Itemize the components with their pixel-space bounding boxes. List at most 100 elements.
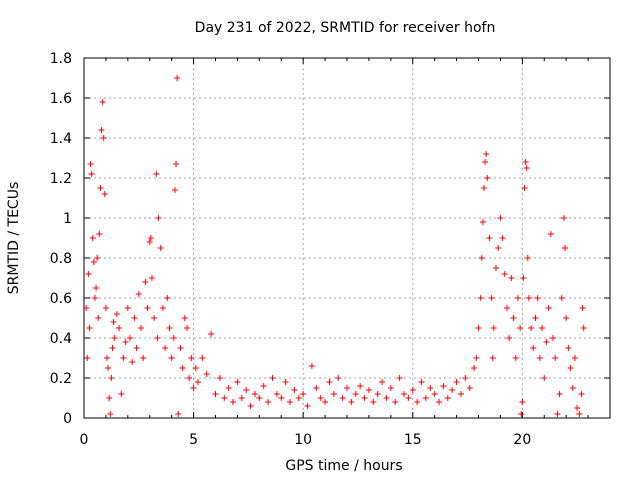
- data-point: [344, 385, 350, 391]
- data-point: [133, 345, 140, 351]
- data-point: [530, 345, 537, 351]
- data-point: [365, 387, 372, 393]
- data-point: [579, 305, 586, 311]
- data-point: [541, 375, 548, 381]
- axis-ticks: 0 0.2 0.4 0.6 0.8 1 1.2 1.4 1.6 1.8 0 5 10 15 20: [50, 51, 610, 448]
- data-point: [313, 385, 320, 391]
- data-point: [155, 215, 162, 221]
- y-tick-label: 1.8: [50, 51, 72, 67]
- data-point: [120, 355, 127, 361]
- data-point: [83, 305, 90, 311]
- data-point: [335, 375, 342, 381]
- data-point: [475, 325, 482, 331]
- data-point: [483, 151, 490, 157]
- data-point: [387, 385, 394, 391]
- data-point: [519, 399, 526, 405]
- data-point: [449, 387, 456, 393]
- data-point: [565, 345, 572, 351]
- data-point: [348, 399, 355, 405]
- plot-frame: [83, 57, 611, 419]
- data-point: [524, 255, 531, 261]
- data-point: [554, 411, 561, 417]
- data-point: [84, 355, 91, 361]
- data-point: [484, 175, 491, 181]
- data-point: [479, 219, 486, 225]
- data-point: [578, 391, 585, 397]
- data-point: [480, 185, 487, 191]
- y-tick-label: 0: [63, 411, 72, 427]
- data-point: [97, 185, 104, 191]
- data-point: [436, 399, 443, 405]
- data-point: [563, 315, 570, 321]
- data-point: [534, 295, 541, 301]
- data-point: [87, 161, 94, 167]
- data-point: [422, 395, 429, 401]
- data-point: [396, 375, 403, 381]
- data-point: [518, 411, 525, 417]
- x-tick-label: 5: [189, 432, 198, 448]
- data-point: [168, 355, 175, 361]
- data-point: [238, 395, 245, 401]
- data-point: [269, 375, 276, 381]
- data-point: [478, 255, 485, 261]
- data-point: [225, 385, 232, 391]
- x-tick-label: 10: [294, 432, 312, 448]
- data-point: [106, 395, 113, 401]
- data-point: [181, 315, 188, 321]
- data-point: [137, 325, 144, 331]
- data-point: [144, 305, 151, 311]
- data-point: [118, 391, 125, 397]
- data-point: [440, 383, 447, 389]
- data-point: [108, 375, 115, 381]
- data-point: [400, 391, 407, 397]
- data-point: [495, 245, 502, 251]
- data-point: [497, 215, 504, 221]
- data-point: [427, 385, 434, 391]
- data-point: [94, 255, 101, 261]
- data-point: [159, 305, 166, 311]
- data-point: [95, 315, 102, 321]
- data-point: [486, 235, 493, 241]
- data-point: [107, 411, 114, 417]
- data-point: [370, 399, 377, 405]
- data-point: [88, 171, 95, 177]
- data-point: [543, 339, 550, 345]
- data-point: [164, 295, 171, 301]
- data-point: [503, 305, 510, 311]
- y-tick-label: 0.8: [50, 251, 72, 267]
- data-point: [560, 215, 567, 221]
- data-point: [522, 159, 529, 165]
- data-point: [361, 395, 368, 401]
- data-point: [90, 259, 97, 265]
- data-point: [93, 285, 100, 291]
- data-point: [199, 355, 206, 361]
- data-point: [146, 239, 153, 245]
- y-tick-label: 1.6: [50, 91, 72, 107]
- data-point: [482, 159, 489, 165]
- data-point: [86, 325, 93, 331]
- data-point: [96, 231, 103, 237]
- data-point: [506, 335, 513, 341]
- data-point: [556, 391, 563, 397]
- data-point: [175, 411, 182, 417]
- data-point: [89, 235, 96, 241]
- data-point: [532, 315, 539, 321]
- data-point: [104, 355, 111, 361]
- data-point: [142, 279, 149, 285]
- data-point: [379, 379, 386, 385]
- data-point: [304, 403, 311, 409]
- data-point: [567, 365, 574, 371]
- data-point: [203, 371, 210, 377]
- data-point: [326, 379, 333, 385]
- y-tick-label: 0.2: [50, 371, 72, 387]
- data-point: [471, 365, 478, 371]
- data-point: [514, 295, 521, 301]
- y-tick-label: 0.4: [50, 331, 72, 347]
- data-point: [501, 271, 508, 277]
- grid: [84, 58, 610, 418]
- data-point: [517, 325, 524, 331]
- data-point: [444, 395, 451, 401]
- data-point: [251, 391, 258, 397]
- data-point: [208, 331, 215, 337]
